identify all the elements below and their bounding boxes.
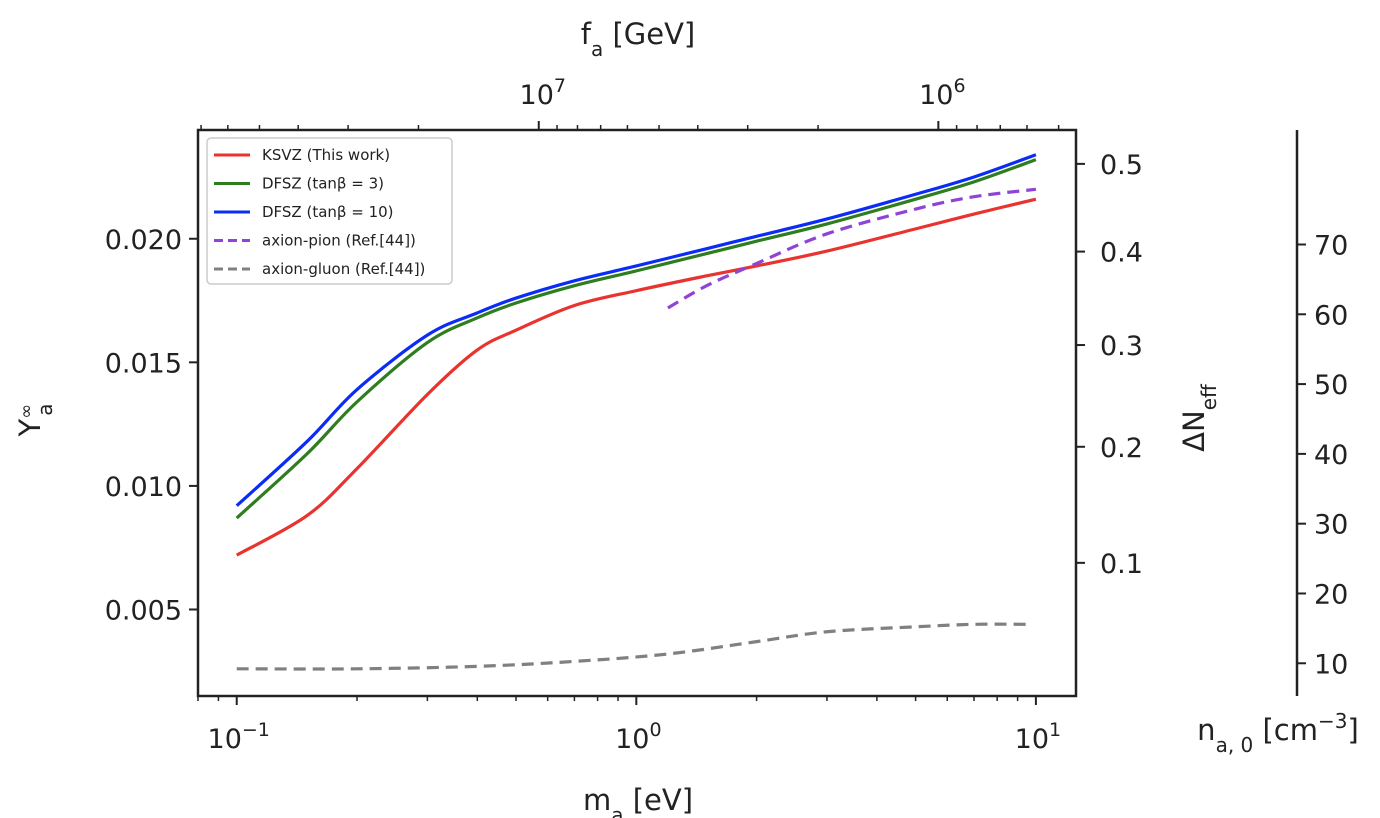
top-tick-label: 107 <box>520 75 566 111</box>
series-lines <box>235 153 1037 671</box>
x-axis-ticks: 10−1 100 101 <box>197 696 1061 755</box>
far-right-tick-label: 40 <box>1314 440 1348 471</box>
x-tick-label: 101 <box>1015 719 1061 755</box>
far-right-tick-label: 60 <box>1314 300 1348 331</box>
far-right-tick-label: 70 <box>1314 230 1348 261</box>
top-axis-label: fa [GeV] <box>581 17 695 61</box>
series-line-3 <box>667 187 1037 310</box>
legend-box <box>206 137 453 285</box>
x-tick-label: 10−1 <box>208 719 270 755</box>
y-axis-ticks: 0.005 0.010 0.015 0.020 <box>105 225 198 626</box>
right-tick-label: 0.5 <box>1100 150 1143 181</box>
far-right-tick-label: 50 <box>1314 370 1348 401</box>
top-tick-label: 106 <box>919 75 965 111</box>
far-right-axis: 10 20 30 40 50 60 70 <box>1295 130 1348 696</box>
right-tick-label: 0.3 <box>1100 331 1143 362</box>
legend-label: DFSZ (tanβ = 10) <box>262 203 394 221</box>
right-axis-label: ΔNeff <box>1177 383 1221 452</box>
far-right-axis-label: na, 0 [cm−3] <box>1197 709 1359 757</box>
far-right-tick-label: 30 <box>1314 510 1348 541</box>
legend-label: axion-gluon (Ref.[44]) <box>262 260 425 278</box>
y-tick-label: 0.020 <box>105 225 182 256</box>
y-axis-label: Y∞a <box>13 404 57 438</box>
legend: KSVZ (This work) DFSZ (tanβ = 3) DFSZ (tan… <box>206 137 453 285</box>
y-tick-label: 0.005 <box>105 595 182 626</box>
right-tick-label: 0.2 <box>1100 433 1143 464</box>
legend-label: KSVZ (This work) <box>262 146 390 164</box>
x-tick-label: 100 <box>615 719 661 755</box>
series-line-1 <box>235 158 1037 520</box>
top-axis-ticks: 107 106 <box>200 75 1060 130</box>
legend-label: axion-pion (Ref.[44]) <box>262 232 416 250</box>
legend-label: DFSZ (tanβ = 3) <box>262 175 384 193</box>
y-tick-label: 0.010 <box>105 472 182 503</box>
series-line-0 <box>235 197 1037 557</box>
far-right-tick-label: 10 <box>1314 649 1348 680</box>
x-axis-label: ma [eV] <box>583 783 693 818</box>
right-tick-label: 0.1 <box>1100 549 1143 580</box>
far-right-tick-label: 20 <box>1314 579 1348 610</box>
series-line-4 <box>236 622 1027 671</box>
y-tick-label: 0.015 <box>105 348 182 379</box>
right-tick-label: 0.4 <box>1100 238 1143 269</box>
right-axis-ticks: 0.1 0.2 0.3 0.4 0.5 <box>1076 150 1143 580</box>
series-line-2 <box>235 153 1037 507</box>
